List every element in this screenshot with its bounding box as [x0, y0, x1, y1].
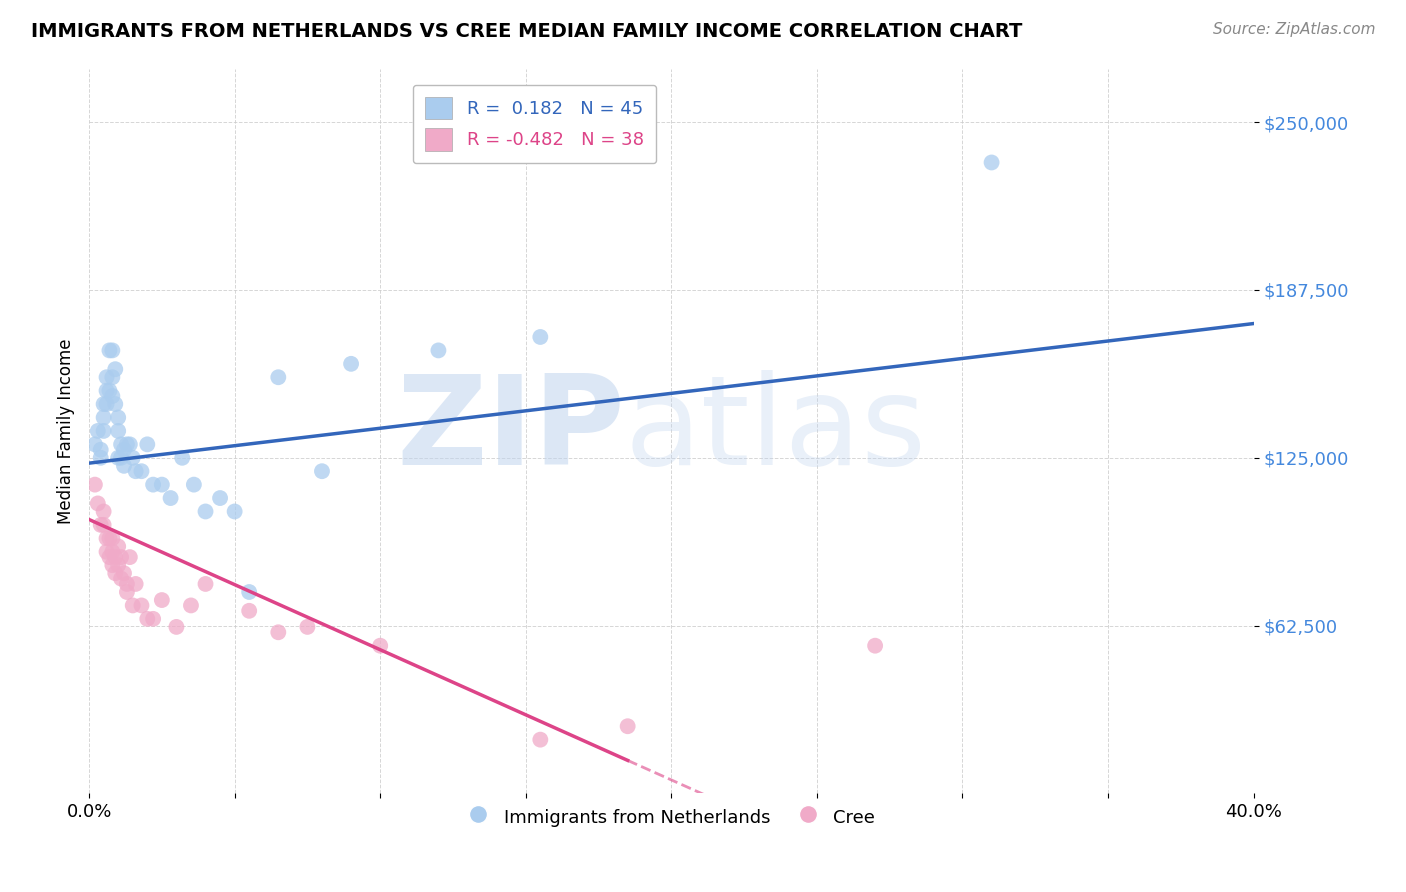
Point: [107, 424, 129, 438]
Point: [104, 397, 127, 411]
Point: [150, 593, 173, 607]
Point: [110, 450, 132, 465]
Point: [124, 464, 146, 478]
Point: [616, 719, 638, 733]
Point: [96, 384, 118, 398]
Text: IMMIGRANTS FROM NETHERLANDS VS CREE MEDIAN FAMILY INCOME CORRELATION CHART: IMMIGRANTS FROM NETHERLANDS VS CREE MEDI…: [31, 22, 1022, 41]
Point: [110, 572, 132, 586]
Point: [238, 585, 260, 599]
Point: [107, 450, 129, 465]
Point: [96, 370, 118, 384]
Point: [194, 577, 217, 591]
Point: [340, 357, 363, 371]
Point: [142, 612, 165, 626]
Point: [112, 566, 135, 581]
Point: [121, 599, 143, 613]
Point: [83, 437, 105, 451]
Point: [93, 424, 115, 438]
Text: Source: ZipAtlas.com: Source: ZipAtlas.com: [1212, 22, 1375, 37]
Point: [115, 577, 138, 591]
Point: [131, 599, 153, 613]
Point: [98, 531, 121, 545]
Point: [115, 585, 138, 599]
Point: [90, 442, 112, 457]
Point: [90, 450, 112, 465]
Point: [93, 517, 115, 532]
Point: [267, 625, 290, 640]
Point: [980, 155, 1002, 169]
Point: [136, 612, 159, 626]
Y-axis label: Median Family Income: Median Family Income: [58, 338, 75, 524]
Point: [159, 491, 181, 505]
Point: [165, 620, 187, 634]
Point: [104, 566, 127, 581]
Point: [136, 437, 159, 451]
Point: [93, 504, 115, 518]
Point: [98, 343, 121, 358]
Point: [87, 496, 110, 510]
Point: [83, 477, 105, 491]
Point: [90, 517, 112, 532]
Point: [104, 362, 127, 376]
Point: [98, 384, 121, 398]
Point: [93, 397, 115, 411]
Point: [96, 531, 118, 545]
Point: [96, 397, 118, 411]
Point: [101, 558, 124, 573]
Point: [101, 531, 124, 545]
Point: [180, 599, 202, 613]
Point: [87, 424, 110, 438]
Point: [131, 464, 153, 478]
Point: [183, 477, 205, 491]
Point: [101, 389, 124, 403]
Point: [107, 410, 129, 425]
Point: [110, 550, 132, 565]
Point: [96, 545, 118, 559]
Point: [93, 410, 115, 425]
Point: [101, 545, 124, 559]
Point: [224, 504, 246, 518]
Point: [98, 550, 121, 565]
Point: [209, 491, 232, 505]
Point: [124, 577, 146, 591]
Point: [529, 330, 551, 344]
Point: [112, 458, 135, 473]
Point: [112, 442, 135, 457]
Point: [142, 477, 165, 491]
Point: [238, 604, 260, 618]
Point: [115, 437, 138, 451]
Point: [267, 370, 290, 384]
Point: [101, 343, 124, 358]
Point: [172, 450, 194, 465]
Point: [107, 558, 129, 573]
Point: [118, 550, 141, 565]
Point: [529, 732, 551, 747]
Text: ZIP: ZIP: [396, 370, 624, 491]
Point: [110, 437, 132, 451]
Point: [297, 620, 319, 634]
Point: [107, 540, 129, 554]
Point: [368, 639, 391, 653]
Point: [118, 437, 141, 451]
Point: [427, 343, 450, 358]
Point: [121, 450, 143, 465]
Text: atlas: atlas: [624, 370, 927, 491]
Point: [101, 370, 124, 384]
Legend: Immigrants from Netherlands, Cree: Immigrants from Netherlands, Cree: [460, 798, 883, 835]
Point: [150, 477, 173, 491]
Point: [104, 550, 127, 565]
Point: [194, 504, 217, 518]
Point: [863, 639, 886, 653]
Point: [311, 464, 333, 478]
